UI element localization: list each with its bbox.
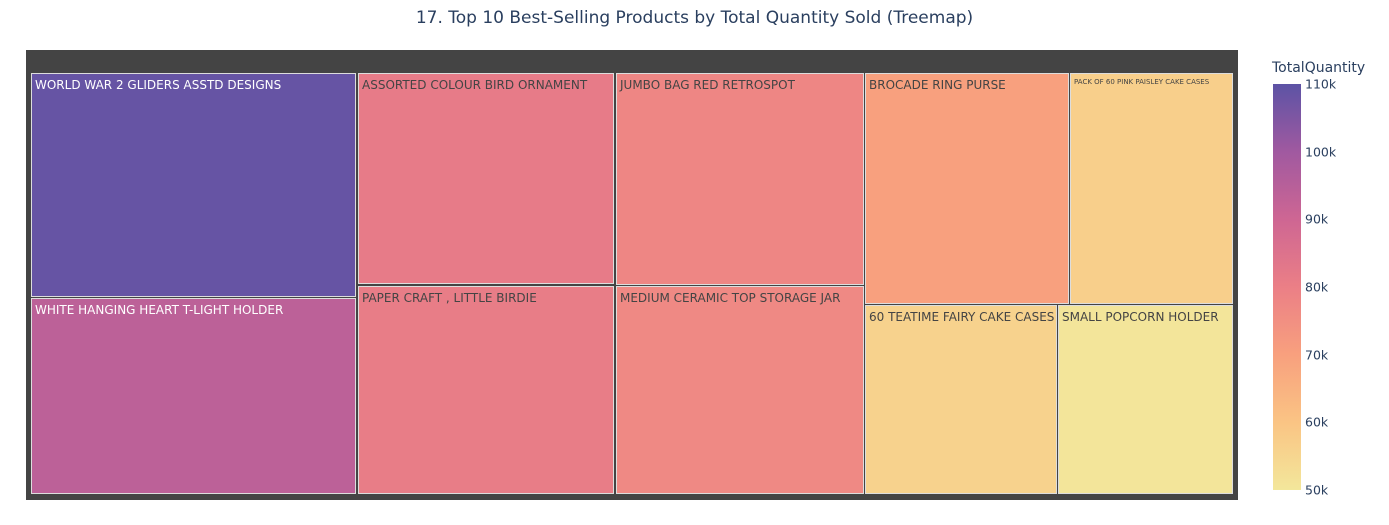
colorbar-tick-label: 90k [1305,211,1329,227]
treemap-tile-label: PACK OF 60 PINK PAISLEY CAKE CASES [1074,78,1210,86]
treemap-plot: WORLD WAR 2 GLIDERS ASSTD DESIGNS WHITE H… [26,50,1238,500]
treemap-tile-label: MEDIUM CERAMIC TOP STORAGE JAR [620,291,841,305]
treemap-tile[interactable]: JUMBO BAG RED RETROSPOT [616,73,864,285]
treemap-tile-label: 60 TEATIME FAIRY CAKE CASES [869,310,1055,324]
treemap-tile[interactable]: SMALL POPCORN HOLDER [1058,305,1233,494]
treemap-tile-label: WORLD WAR 2 GLIDERS ASSTD DESIGNS [35,78,282,92]
treemap-tile[interactable]: ASSORTED COLOUR BIRD ORNAMENT [358,73,614,284]
treemap-tile[interactable]: WHITE HANGING HEART T-LIGHT HOLDER [31,298,356,494]
colorbar-tick-label: 100k [1305,144,1337,160]
treemap-tile[interactable]: PAPER CRAFT , LITTLE BIRDIE [358,286,614,494]
treemap-tile-label: JUMBO BAG RED RETROSPOT [620,78,795,92]
chart-title: 17. Top 10 Best-Selling Products by Tota… [415,8,974,28]
colorbar-tick-label: 60k [1305,414,1329,430]
treemap-tile[interactable]: WORLD WAR 2 GLIDERS ASSTD DESIGNS [31,73,356,297]
colorbar-title: TotalQuantity [1272,60,1366,76]
treemap-tile-label: ASSORTED COLOUR BIRD ORNAMENT [362,78,588,92]
colorbar-tick-label: 110k [1305,76,1337,92]
treemap-tile[interactable]: PACK OF 60 PINK PAISLEY CAKE CASES [1070,73,1233,304]
colorbar [1273,84,1301,490]
treemap-tile-label: SMALL POPCORN HOLDER [1062,310,1219,324]
treemap-tile-label: BROCADE RING PURSE [869,78,1006,92]
colorbar-tick-label: 50k [1305,482,1329,498]
treemap-tile[interactable]: MEDIUM CERAMIC TOP STORAGE JAR [616,286,864,494]
colorbar-tick-label: 70k [1305,347,1329,363]
treemap-tile-label: PAPER CRAFT , LITTLE BIRDIE [362,291,537,305]
treemap-tile[interactable]: BROCADE RING PURSE [865,73,1069,304]
treemap-tile[interactable]: 60 TEATIME FAIRY CAKE CASES [865,305,1057,494]
colorbar-tick-label: 80k [1305,279,1329,295]
treemap-tile-label: WHITE HANGING HEART T-LIGHT HOLDER [35,303,284,317]
